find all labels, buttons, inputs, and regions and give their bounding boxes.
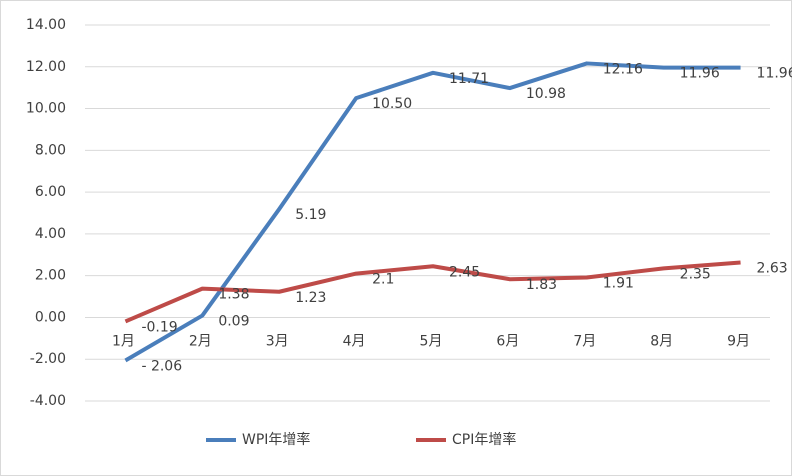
y-tick-label: 12.00 (26, 59, 66, 75)
data-label: 12.16 (603, 61, 643, 77)
data-label: 11.96 (680, 66, 720, 82)
data-label: 2.35 (680, 266, 711, 282)
y-tick-label: -4.00 (30, 393, 66, 409)
y-tick-label: -2.00 (30, 351, 66, 367)
x-tick-label: 5月 (420, 333, 443, 349)
data-label: 1.83 (526, 277, 557, 293)
y-tick-label: 6.00 (35, 184, 66, 200)
y-tick-label: 4.00 (35, 226, 66, 242)
x-tick-label: 4月 (343, 333, 366, 349)
line-series (124, 260, 741, 324)
x-tick-label: 7月 (573, 333, 596, 349)
data-label: 10.50 (372, 96, 412, 112)
x-tick-label: 3月 (266, 333, 289, 349)
x-tick-label: 8月 (650, 333, 673, 349)
data-label: 2.45 (449, 264, 480, 280)
y-tick-label: 8.00 (35, 142, 66, 158)
data-label: 1.23 (295, 290, 326, 306)
data-label: - 2.06 (141, 358, 182, 374)
data-label: 2.1 (372, 272, 394, 288)
data-label: 11.71 (449, 71, 489, 87)
y-tick-label: 0.00 (35, 309, 66, 325)
x-tick-label: 2月 (189, 333, 212, 349)
x-tick-label: 1月 (112, 333, 135, 349)
legend-label: WPI年增率 (242, 431, 310, 448)
data-label: 5.19 (295, 207, 326, 223)
y-tick-label: 10.00 (26, 101, 66, 117)
data-label: 10.98 (526, 86, 566, 102)
data-label: -0.19 (141, 319, 177, 335)
data-label: 0.09 (218, 314, 249, 330)
y-tick-label: 2.00 (35, 268, 66, 284)
y-tick-label: 14.00 (26, 17, 66, 33)
x-tick-label: 6月 (496, 333, 519, 349)
line-series (124, 61, 741, 363)
x-tick-label: 9月 (727, 333, 750, 349)
legend-label: CPI年增率 (452, 431, 516, 448)
data-label: 2.63 (757, 261, 788, 277)
data-label: 1.91 (603, 276, 634, 292)
data-label: 11.96 (757, 66, 792, 82)
data-label: 1.38 (218, 287, 249, 303)
